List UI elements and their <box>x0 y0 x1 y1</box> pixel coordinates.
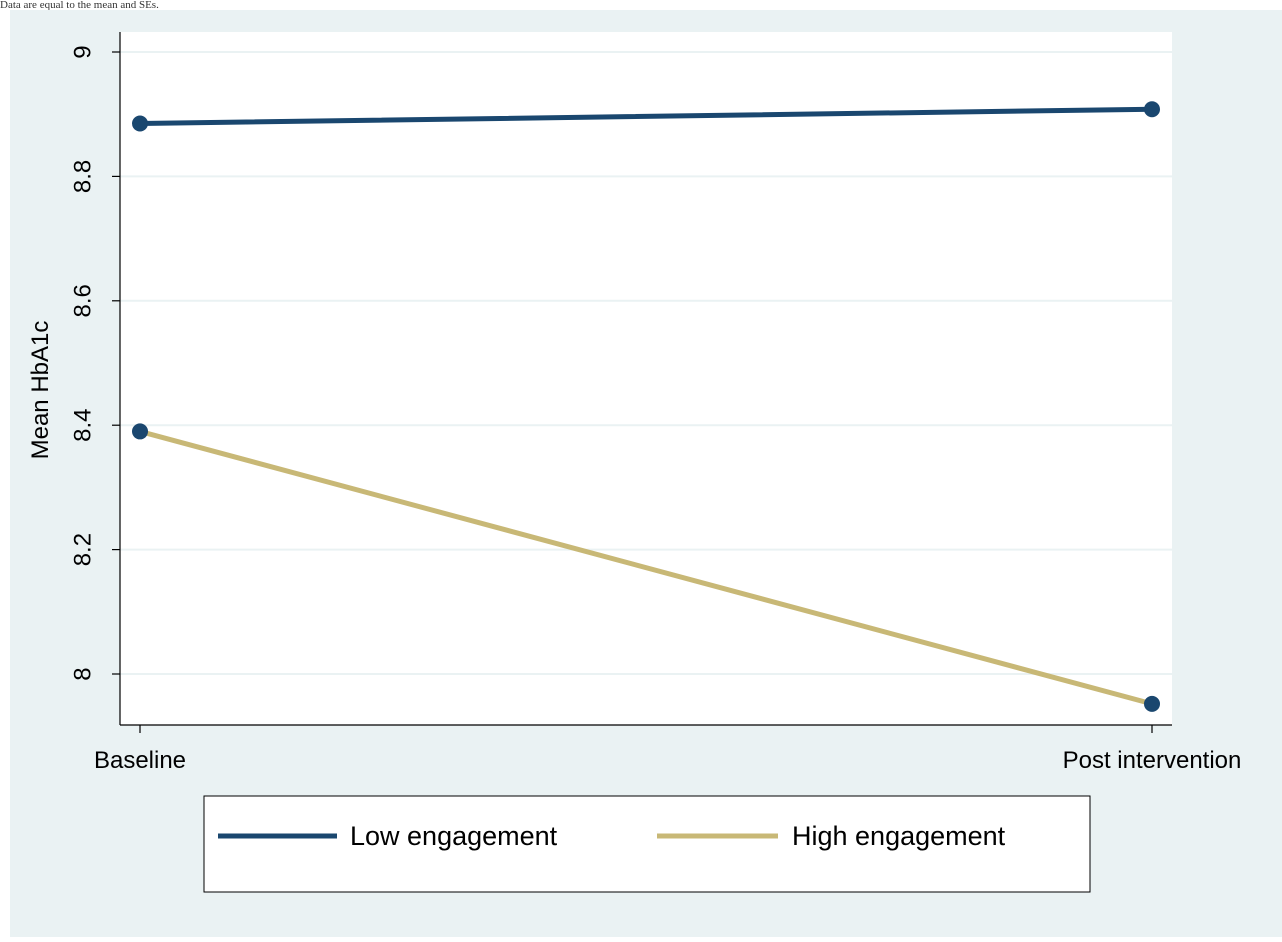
series-line-2 <box>137 428 1155 707</box>
y-tick-label: 8.2 <box>69 533 96 566</box>
chart-area: 8 8.2 8.4 8.6 8.8 9 Baseline Post intervention… <box>10 10 1282 937</box>
data-point <box>1144 695 1160 712</box>
data-point <box>132 115 148 132</box>
data-point <box>132 423 148 440</box>
legend-label-2: High engagement <box>792 821 1006 851</box>
y-tick-label: 9 <box>69 45 96 58</box>
caption-fragment: Data are equal to the mean and SEs. <box>0 0 159 10</box>
plot-area <box>120 32 1172 725</box>
line-chart: 8 8.2 8.4 8.6 8.8 9 Baseline Post intervention… <box>10 10 1282 937</box>
data-point <box>1144 101 1160 118</box>
gridlines <box>120 51 1172 675</box>
series-line-1 <box>137 106 1155 127</box>
x-tick-label: Baseline <box>94 747 186 774</box>
y-axis-ticks: 8 8.2 8.4 8.6 8.8 9 <box>69 45 120 681</box>
y-axis-label: Mean HbA1c <box>27 321 54 460</box>
legend: Low engagement High engagement <box>203 795 1091 893</box>
y-tick-label: 8.4 <box>69 409 96 442</box>
y-tick-label: 8.8 <box>69 160 96 193</box>
series-layer <box>132 101 1160 712</box>
y-tick-label: 8.6 <box>69 284 96 317</box>
legend-label-1: Low engagement <box>350 821 558 851</box>
x-axis-ticks: Baseline Post intervention <box>94 725 1241 774</box>
y-tick-label: 8 <box>69 667 96 680</box>
x-tick-label: Post intervention <box>1063 747 1242 774</box>
legend-box <box>203 795 1091 893</box>
